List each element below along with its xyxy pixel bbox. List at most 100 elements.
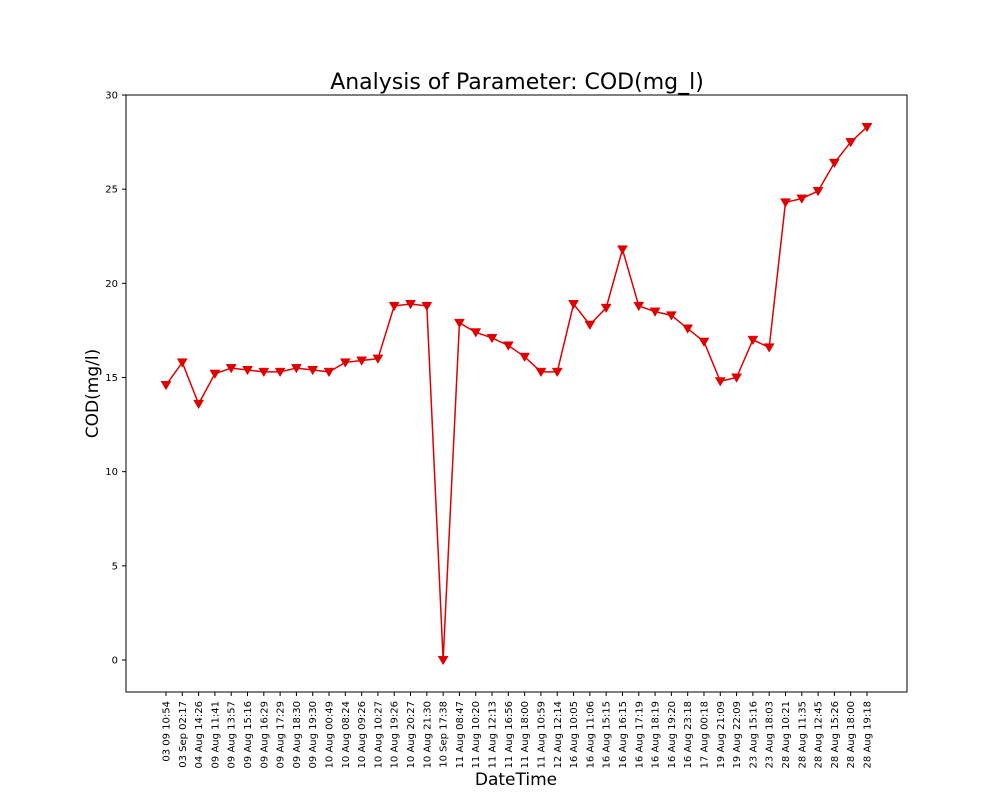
x-tick-label: 28 Aug 12:45 <box>814 701 825 768</box>
data-point-marker <box>714 377 726 387</box>
x-tick-label: 09 Aug 11:41 <box>210 701 221 768</box>
x-tick-label: 10 Aug 00:49 <box>325 701 336 768</box>
x-tick-label: 19 Aug 21:09 <box>716 701 727 768</box>
x-tick-label: 12 Aug 12:14 <box>553 701 564 768</box>
x-tick-label: 11 Aug 16:56 <box>504 701 515 768</box>
data-point-marker <box>372 354 384 364</box>
data-point-marker <box>519 352 531 363</box>
data-point-marker <box>665 311 677 321</box>
y-axis: 0 5 10 15 20 25 30 <box>105 91 126 666</box>
data-point-marker <box>209 369 221 379</box>
x-tick-label: 16 Aug 17:19 <box>634 701 645 768</box>
data-point-marker <box>437 655 449 666</box>
x-tick-label: 17 Aug 00:18 <box>699 701 710 768</box>
x-tick-label: 28 Aug 11:35 <box>797 701 808 768</box>
x-tick-label: 10 Aug 09:26 <box>357 701 368 768</box>
data-point-marker <box>193 399 205 410</box>
x-tick-label: 09 Aug 15:16 <box>243 701 254 768</box>
data-point-marker <box>405 300 416 310</box>
data-point-marker <box>323 367 335 378</box>
x-tick-label: 09 Aug 13:57 <box>227 701 238 768</box>
x-tick-label: 10 Aug 10:27 <box>373 701 384 768</box>
data-point-marker <box>861 123 873 133</box>
data-point-marker <box>780 198 791 208</box>
y-tick-label: 20 <box>105 279 118 290</box>
y-axis-label: COD(mg/l) <box>83 349 103 438</box>
x-tick-label: 04 Aug 14:26 <box>194 701 205 768</box>
x-tick-label: 28 Aug 19:18 <box>863 701 874 768</box>
x-axis: 03 09 10:54 03 Sep 02:17 04 Aug 14:26 09 Au… <box>162 692 874 768</box>
data-point-marker <box>551 367 563 378</box>
x-tick-label: 11 Aug 10:59 <box>536 701 547 768</box>
data-point-marker <box>242 365 253 376</box>
data-point-marker <box>258 367 270 378</box>
y-tick-label: 15 <box>105 373 118 384</box>
x-tick-label: 03 09 10:54 <box>162 701 173 762</box>
data-point-marker <box>486 333 498 344</box>
x-tick-label: 23 Aug 18:03 <box>765 701 776 768</box>
y-tick-label: 30 <box>105 91 118 102</box>
data-point-marker <box>698 337 710 347</box>
data-point-marker <box>535 367 547 378</box>
x-tick-label: 11 Aug 10:20 <box>471 701 482 768</box>
x-tick-label: 11 Aug 08:47 <box>455 701 466 768</box>
x-tick-label: 09 Aug 17:29 <box>276 701 287 768</box>
x-tick-label: 23 Aug 15:16 <box>748 701 759 768</box>
data-point-marker <box>812 187 824 197</box>
data-point-marker <box>225 364 237 374</box>
data-point-marker <box>502 341 514 351</box>
data-point-marker <box>568 300 579 310</box>
x-tick-label: 10 Aug 21:30 <box>422 701 433 768</box>
data-point-marker <box>290 364 302 374</box>
data-point-marker <box>731 373 743 383</box>
x-tick-label: 28 Aug 15:26 <box>830 701 841 768</box>
y-tick-label: 5 <box>112 561 118 572</box>
data-point-marker <box>421 301 433 312</box>
series-cod <box>160 123 873 666</box>
y-tick-label: 25 <box>105 185 118 196</box>
data-point-marker <box>600 303 612 314</box>
plot-area-frame <box>125 94 908 693</box>
chart-title: Analysis of Parameter: COD(mg_l) <box>330 70 704 95</box>
x-tick-label: 09 Aug 18:30 <box>292 701 303 768</box>
x-tick-label: 09 Aug 19:30 <box>308 701 319 768</box>
x-tick-label: 19 Aug 22:09 <box>732 701 743 768</box>
data-point-marker <box>763 343 775 353</box>
data-point-marker <box>617 245 628 255</box>
y-tick-label: 0 <box>112 655 118 666</box>
x-tick-label: 16 Aug 11:06 <box>585 701 596 768</box>
x-tick-label: 16 Aug 10:05 <box>569 701 580 768</box>
data-point-marker <box>828 158 840 169</box>
data-point-marker <box>584 320 596 331</box>
data-point-marker <box>845 138 857 148</box>
x-tick-label: 09 Aug 16:29 <box>259 701 270 768</box>
x-tick-label: 10 Aug 19:26 <box>390 701 401 768</box>
data-point-marker <box>307 365 319 376</box>
x-tick-label: 28 Aug 10:21 <box>781 701 792 768</box>
x-tick-label: 10 Aug 08:24 <box>341 701 352 768</box>
data-point-marker <box>176 358 188 368</box>
data-point-marker <box>454 318 465 329</box>
x-axis-label: DateTime <box>475 770 557 790</box>
data-point-marker <box>339 358 351 368</box>
x-tick-label: 16 Aug 18:19 <box>651 701 662 768</box>
x-tick-label: 16 Aug 23:18 <box>683 701 694 768</box>
y-tick-label: 10 <box>105 467 118 478</box>
data-point-marker <box>649 307 661 317</box>
data-point-marker <box>682 324 694 334</box>
x-tick-label: 10 Sep 17:38 <box>439 701 450 768</box>
data-point-marker <box>356 356 368 366</box>
x-tick-label: 11 Aug 12:13 <box>488 701 499 768</box>
x-tick-label: 11 Aug 18:00 <box>520 701 531 768</box>
data-point-marker <box>274 367 286 378</box>
data-point-marker <box>388 301 400 312</box>
x-tick-label: 16 Aug 15:15 <box>602 701 613 768</box>
x-tick-label: 16 Aug 16:15 <box>618 701 629 768</box>
series-line <box>165 126 868 661</box>
data-point-marker <box>470 328 482 338</box>
data-point-marker <box>160 381 172 391</box>
data-point-marker <box>633 301 645 312</box>
data-point-marker <box>747 335 759 346</box>
data-point-marker <box>796 194 808 204</box>
